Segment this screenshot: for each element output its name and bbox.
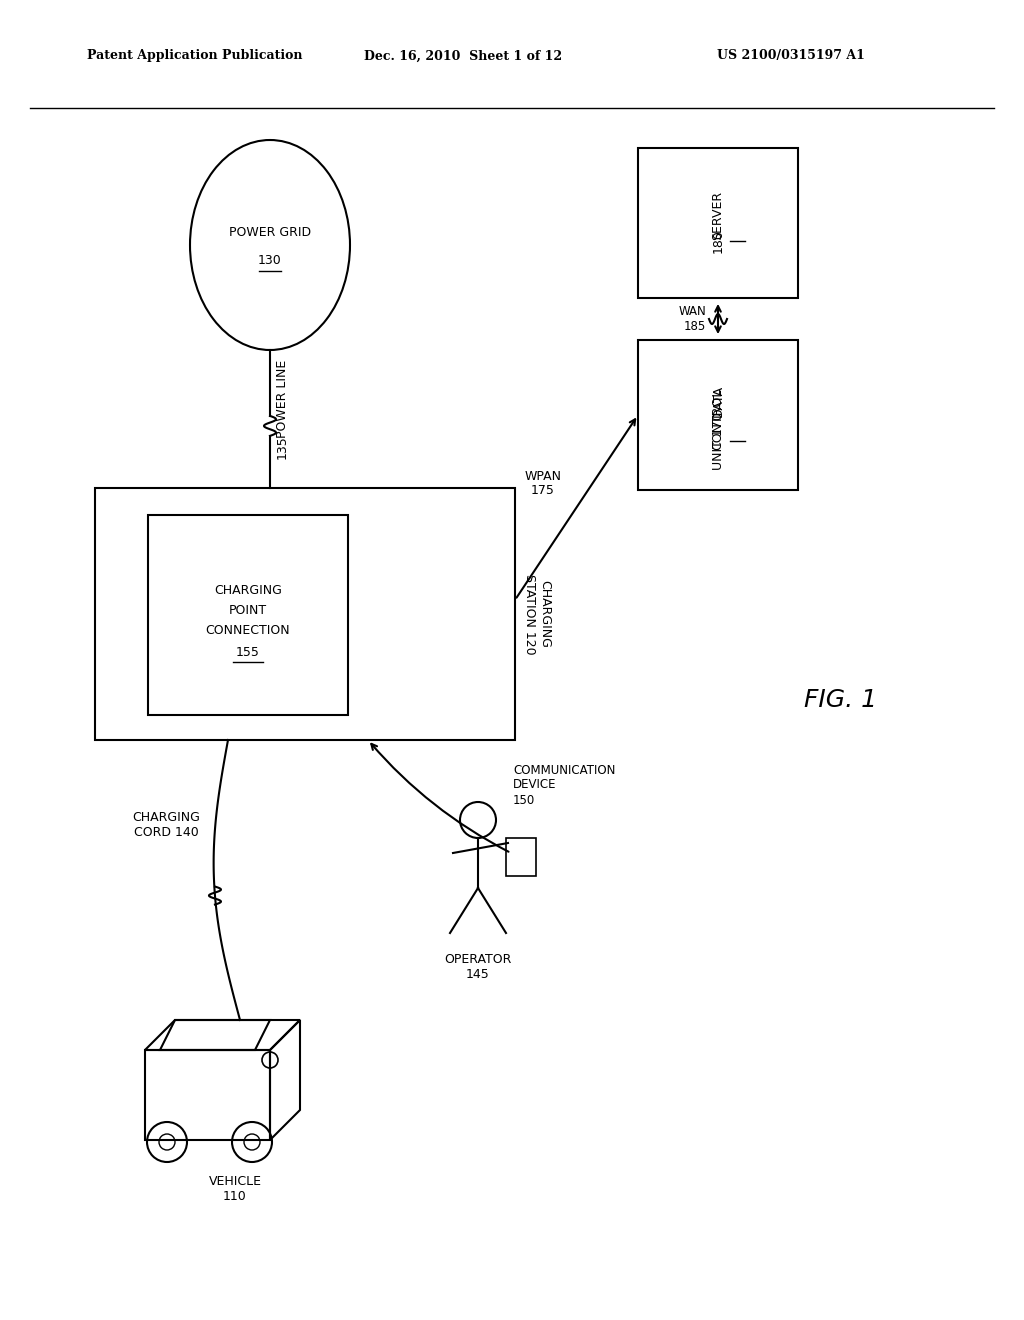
Text: DATA: DATA (712, 385, 725, 417)
Text: CHARGING
CORD 140: CHARGING CORD 140 (132, 810, 201, 838)
Text: OPERATOR
145: OPERATOR 145 (444, 953, 512, 981)
Bar (95, 488, 515, 741)
Bar (638, 341, 798, 490)
Bar (145, 1049, 270, 1140)
Text: CHARGING
STATION 120: CHARGING STATION 120 (523, 574, 551, 655)
Text: COMMUNICATION
DEVICE
150: COMMUNICATION DEVICE 150 (513, 763, 615, 807)
Text: WAN
185: WAN 185 (678, 305, 706, 333)
Text: Dec. 16, 2010  Sheet 1 of 12: Dec. 16, 2010 Sheet 1 of 12 (364, 49, 561, 62)
Text: VEHICLE
110: VEHICLE 110 (209, 1175, 261, 1203)
Text: POINT: POINT (229, 603, 267, 616)
Text: POWER GRID: POWER GRID (229, 227, 311, 239)
Text: CONTROL: CONTROL (712, 388, 725, 450)
Text: CHARGING: CHARGING (214, 583, 282, 597)
Bar (638, 148, 798, 298)
Text: SERVER: SERVER (712, 190, 725, 239)
Bar (148, 515, 348, 715)
Text: 155: 155 (237, 645, 260, 659)
Text: FIG. 1: FIG. 1 (804, 688, 877, 711)
Text: WPAN
175: WPAN 175 (524, 470, 561, 498)
Text: 135: 135 (275, 436, 289, 459)
Text: CONNECTION: CONNECTION (206, 623, 291, 636)
Text: 130: 130 (258, 255, 282, 268)
Bar (506, 838, 536, 876)
Text: US 2100/0315197 A1: US 2100/0315197 A1 (717, 49, 864, 62)
Text: Patent Application Publication: Patent Application Publication (87, 49, 302, 62)
Text: 180: 180 (712, 230, 725, 253)
Text: UNIT 170: UNIT 170 (712, 412, 725, 470)
Text: POWER LINE: POWER LINE (275, 360, 289, 438)
